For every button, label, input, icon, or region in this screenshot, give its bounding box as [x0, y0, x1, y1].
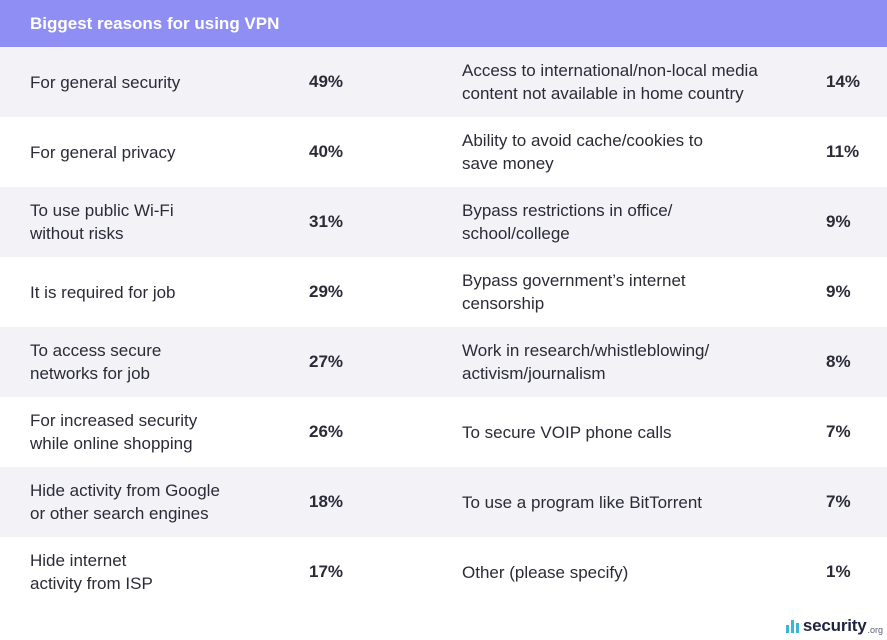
reason-label-line: Bypass restrictions in office/ [462, 201, 673, 220]
reason-percentage-left: 26% [309, 422, 344, 441]
reason-label-line: For increased security [30, 411, 198, 430]
logo-tld: .org [867, 625, 883, 635]
table-row: For general security 49% Access to interna… [0, 47, 887, 117]
reason-label-line: It is required for job [30, 282, 176, 302]
reason-percentage-left: 49% [309, 72, 344, 91]
reason-label-left: To use public Wi-Fi without risks [30, 187, 270, 257]
reason-label-line: Other (please specify) [462, 562, 629, 582]
reason-label-line: without risks [30, 224, 124, 243]
table-header: Biggest reasons for using VPN [0, 0, 887, 47]
logo-bars-icon [785, 620, 799, 633]
table-row: To use public Wi-Fi without risks 31% Bypas… [0, 187, 887, 257]
reason-label-left: For increased security while online shopp… [30, 397, 270, 467]
reason-percentage-right: 9% [826, 282, 851, 301]
reason-label-line: For general security [30, 72, 181, 92]
reason-label-line: censorship [462, 294, 545, 313]
reason-label-right: Bypass government’s internet censorship [462, 257, 792, 327]
reason-label-line: Bypass government’s internet [462, 271, 686, 290]
reason-percentage-left: 31% [309, 212, 344, 231]
reason-label-line: Ability to avoid cache/cookies to [462, 131, 703, 150]
reason-label-right: Access to international/non-local media c… [462, 47, 792, 117]
reason-label-line: Hide activity from Google [30, 481, 220, 500]
table-row: For general privacy 40% Ability to avoid c… [0, 117, 887, 187]
reason-label-line: To secure VOIP phone calls [462, 422, 672, 442]
reason-percentage-left: 29% [309, 282, 344, 301]
reason-label-left: To access secure networks for job [30, 327, 270, 397]
reason-label-left: It is required for job [30, 257, 270, 327]
logo-wordmark: security [802, 616, 867, 635]
reasons-table: For general security 49% Access to interna… [0, 47, 887, 607]
reason-label-line: networks for job [30, 364, 150, 383]
reason-percentage-left: 18% [309, 492, 344, 511]
reason-percentage-right: 8% [826, 352, 851, 371]
table-row: To access secure networks for job 27% Work … [0, 327, 887, 397]
reason-percentage-right: 9% [826, 212, 851, 231]
reason-label-line: For general privacy [30, 142, 176, 162]
reason-label-right: To secure VOIP phone calls [462, 397, 792, 467]
reason-label-line: save money [462, 154, 554, 173]
table-row: For increased security while online shopp… [0, 397, 887, 467]
reason-label-line: Access to international/non-local media [462, 61, 758, 80]
reason-percentage-left: 27% [309, 352, 344, 371]
reason-label-line: Work in research/whistleblowing/ [462, 341, 710, 360]
reason-percentage-right: 1% [826, 562, 851, 581]
reason-label-line: school/college [462, 224, 570, 243]
reason-percentage-right: 7% [826, 492, 851, 511]
table-row: Hide activity from Google or other search… [0, 467, 887, 537]
reason-label-right: Bypass restrictions in office/school/col… [462, 187, 792, 257]
table-row: Hide internet activity from ISP 17% Other (… [0, 537, 887, 607]
table-row: It is required for job 29% Bypass governme… [0, 257, 887, 327]
reason-label-line: activism/journalism [462, 364, 606, 383]
reason-label-line: content not available in home country [462, 84, 744, 103]
reason-label-right: Other (please specify) [462, 537, 792, 607]
reason-percentage-right: 11% [826, 142, 860, 161]
reason-label-line: To use public Wi-Fi [30, 201, 174, 220]
reason-label-left: Hide internet activity from ISP [30, 537, 270, 607]
reason-percentage-left: 17% [309, 562, 344, 581]
reason-percentage-right: 7% [826, 422, 851, 441]
reason-label-line: or other search engines [30, 504, 209, 523]
reason-percentage-right: 14% [826, 72, 861, 91]
table-title: Biggest reasons for using VPN [30, 14, 280, 33]
reason-label-left: For general privacy [30, 117, 270, 187]
reason-label-line: while online shopping [30, 434, 193, 453]
brand-logo: security .org [785, 614, 883, 636]
reason-label-line: To access secure [30, 341, 162, 360]
reason-label-left: Hide activity from Google or other search… [30, 467, 270, 537]
reason-label-line: activity from ISP [30, 574, 153, 593]
reason-label-right: Work in research/whistleblowing/activism… [462, 327, 792, 397]
reason-label-line: To use a program like BitTorrent [462, 492, 702, 512]
reason-label-line: Hide internet [30, 551, 127, 570]
reason-label-right: To use a program like BitTorrent [462, 467, 792, 537]
reason-label-left: For general security [30, 47, 270, 117]
reason-label-right: Ability to avoid cache/cookies to save mo… [462, 117, 792, 187]
reason-percentage-left: 40% [309, 142, 344, 161]
